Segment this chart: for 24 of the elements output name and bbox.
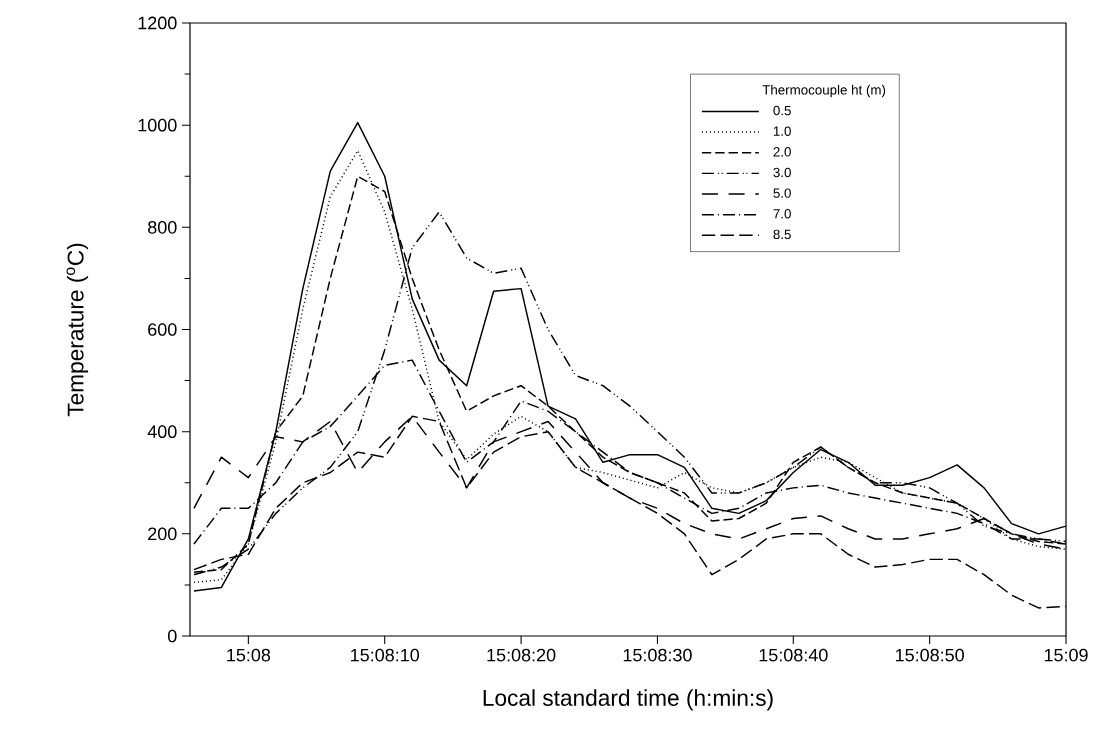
y-tick-label: 600 bbox=[148, 323, 177, 336]
x-axis-title: Local standard time (h:min:s) bbox=[483, 689, 773, 711]
legend-label: 2.0 bbox=[773, 147, 791, 157]
x-tick-label: 15:08:30 bbox=[623, 648, 692, 662]
x-tick-label: 15:08:20 bbox=[487, 648, 556, 662]
y-tick-label: 200 bbox=[148, 527, 177, 541]
y-tick-label: 400 bbox=[147, 425, 177, 439]
x-tick-label: 15:08 bbox=[227, 648, 271, 662]
y-tick-label: 1000 bbox=[138, 118, 177, 132]
legend-label: 7.0 bbox=[773, 209, 791, 219]
legend-label: 3.0 bbox=[773, 167, 791, 178]
x-tick-label: 15:09 bbox=[1044, 648, 1088, 662]
legend-label: 8.5 bbox=[773, 229, 791, 240]
legend-label: 5.0 bbox=[773, 188, 791, 198]
legend-title: Thermocouple ht (m) bbox=[762, 84, 886, 98]
y-tick-label: 800 bbox=[148, 220, 177, 234]
legend-label: 0.5 bbox=[773, 105, 791, 116]
x-tick-label: 15:08:50 bbox=[896, 648, 964, 662]
x-tick-label: 15:08:40 bbox=[759, 648, 828, 662]
y-tick-label: 0 bbox=[168, 629, 177, 643]
y-tick-label: 1200 bbox=[138, 16, 177, 30]
legend-label: 1.0 bbox=[773, 126, 791, 136]
x-tick-label: 15:08:10 bbox=[351, 648, 420, 662]
y-axis-title: Temperature ($^{o}$C) bbox=[66, 243, 89, 417]
